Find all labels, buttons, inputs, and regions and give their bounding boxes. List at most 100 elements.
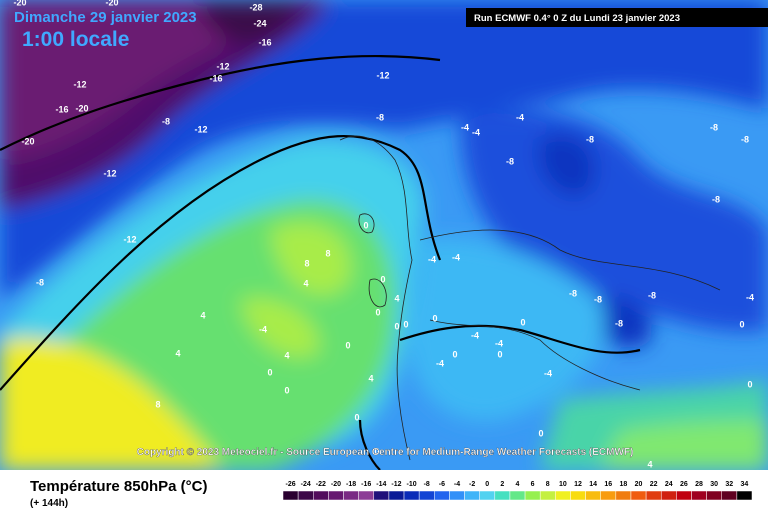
contour-label: -8 — [615, 318, 623, 328]
contour-label: 4 — [368, 373, 373, 383]
color-cell — [539, 490, 556, 501]
scale-label: 16 — [604, 481, 612, 488]
contour-label: -12 — [376, 70, 389, 80]
contour-label: 4 — [647, 459, 652, 469]
contour-label: -12 — [194, 124, 207, 134]
contour-label: 0 — [374, 446, 379, 456]
color-cell — [600, 490, 617, 501]
color-cell — [721, 490, 738, 501]
contour-label: 4 — [284, 350, 289, 360]
scale-label: 26 — [680, 481, 688, 488]
scale-label: -22 — [316, 481, 326, 488]
contour-label: 8 — [325, 248, 330, 258]
scale-label: 20 — [635, 481, 643, 488]
contour-label: 0 — [538, 428, 543, 438]
contour-label: 4 — [175, 348, 180, 358]
contour-label: -8 — [712, 194, 720, 204]
color-cell — [645, 490, 662, 501]
contour-label: -8 — [648, 290, 656, 300]
color-cell — [630, 490, 647, 501]
contour-label: 0 — [267, 367, 272, 377]
contour-label: -4 — [471, 330, 479, 340]
color-scale: -26 -24 -22 -20 -18 -16 -14 -12 -10 -8 -6 -4 -2 0 2 4 6 8… — [282, 481, 753, 501]
scale-label: 34 — [741, 481, 749, 488]
contour-label: -12 — [123, 234, 136, 244]
color-cell — [373, 490, 390, 501]
color-cell — [343, 490, 359, 501]
contour-label: 0 — [345, 340, 350, 350]
scale-label: -6 — [439, 481, 445, 488]
color-cell — [418, 490, 435, 501]
contour-label: -20 — [105, 0, 118, 7]
contour-label: -8 — [162, 116, 170, 126]
scale-label: 30 — [710, 481, 718, 488]
contour-label: 4 — [200, 310, 205, 320]
legend-title: Température 850hPa (°C) — [30, 478, 207, 495]
copyright: Copyright © 2023 Meteociel.fr - Source E… — [137, 447, 634, 458]
scale-label: -16 — [361, 481, 371, 488]
contour-label: -4 — [461, 122, 469, 132]
scale-label: -26 — [286, 481, 296, 488]
time: 1:00 locale — [22, 28, 129, 51]
contour-label: -20 — [75, 103, 88, 113]
contours — [0, 54, 641, 471]
color-cell — [615, 490, 632, 501]
contour-label: -8 — [376, 112, 384, 122]
contour-label: -12 — [216, 61, 229, 71]
contour-label: 0 — [747, 379, 752, 389]
scale-label: -4 — [454, 481, 460, 488]
scale-label: -18 — [346, 481, 356, 488]
contour-label: 0 — [394, 321, 399, 331]
color-cell — [479, 490, 496, 501]
contour-label: 0 — [380, 274, 385, 284]
contour-label: -8 — [36, 277, 44, 287]
color-cell — [676, 490, 692, 501]
color-cell — [570, 490, 586, 501]
contour-label: -20 — [21, 136, 34, 146]
color-cell — [297, 490, 314, 501]
scale-label: 0 — [485, 481, 489, 488]
contour-label: 8 — [304, 258, 309, 268]
contour-label: -4 — [436, 358, 444, 368]
scale-label: 14 — [589, 481, 597, 488]
color-cell — [282, 490, 299, 501]
contour-label: 0 — [363, 220, 368, 230]
contour-label: -8 — [569, 288, 577, 298]
scale-label: 6 — [531, 481, 535, 488]
scale-label: 8 — [546, 481, 550, 488]
contour-label: -12 — [73, 79, 86, 89]
scale-label: 2 — [500, 481, 504, 488]
run-info: Run ECMWF 0.4° 0 Z du Lundi 23 janvier 2… — [474, 13, 680, 24]
scale-label: -14 — [376, 481, 386, 488]
color-cell — [464, 490, 480, 501]
run-box — [466, 8, 768, 27]
color-cell — [494, 490, 511, 501]
color-cell — [449, 490, 465, 501]
contour-label: -4 — [746, 292, 754, 302]
contour-label: 0 — [432, 313, 437, 323]
contour-label: 0 — [497, 349, 502, 359]
scale-label: 28 — [695, 481, 703, 488]
contour-label: -8 — [710, 122, 718, 132]
contour-label: -16 — [55, 104, 68, 114]
color-cell — [403, 490, 420, 501]
contour-label: 0 — [403, 319, 408, 329]
contour-label: -20 — [13, 0, 26, 7]
color-cell — [328, 490, 344, 501]
scale-label: 32 — [725, 481, 733, 488]
temperature-field — [0, 0, 768, 470]
contour-label: -12 — [103, 168, 116, 178]
contour-label: 0 — [354, 412, 359, 422]
contour-label: -16 — [258, 37, 271, 47]
scale-label: -12 — [391, 481, 401, 488]
coastlines — [339, 135, 721, 461]
contour-label: 0 — [284, 385, 289, 395]
contour-label: -4 — [472, 127, 480, 137]
contour-label: 0 — [520, 317, 525, 327]
scale-label: 24 — [665, 481, 673, 488]
contour-label: -4 — [259, 324, 267, 334]
contour-label: -28 — [249, 2, 262, 12]
contour-label: 4 — [394, 293, 399, 303]
contour-label: -8 — [586, 134, 594, 144]
